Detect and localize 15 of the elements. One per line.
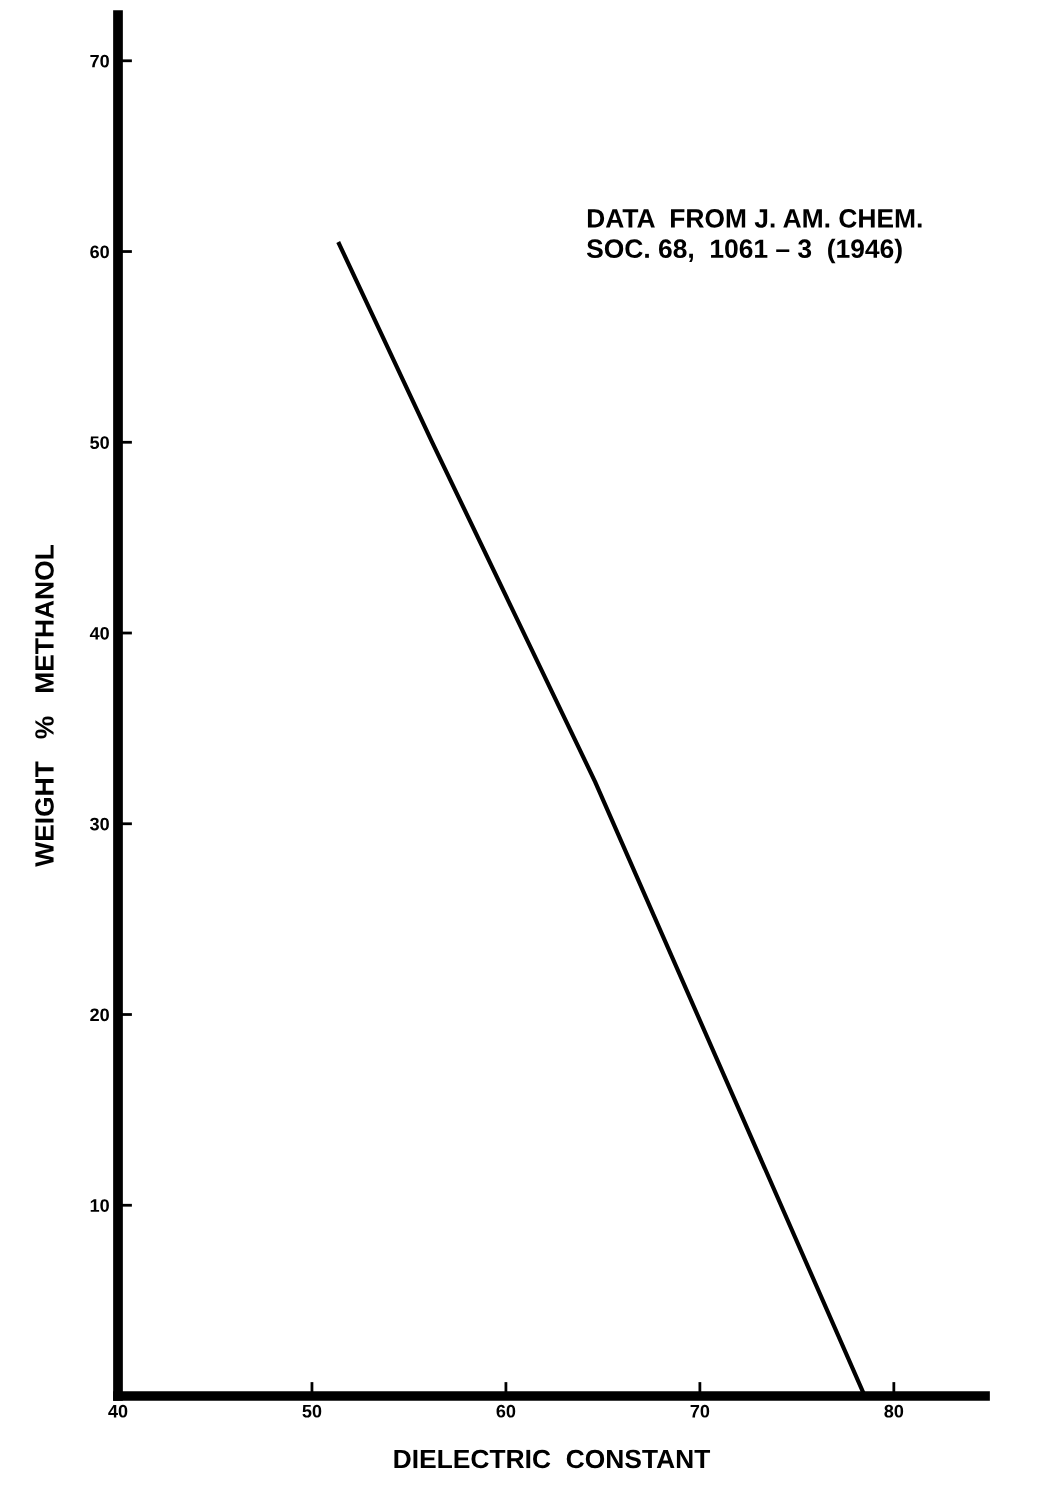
- y-tick-label: 30: [90, 817, 109, 831]
- y-tick-label: 60: [90, 245, 109, 259]
- y-tick-label: 20: [90, 1008, 109, 1022]
- x-tick-label: 50: [302, 1404, 322, 1418]
- x-tick-label: 60: [496, 1404, 516, 1418]
- y-tick-label: 40: [89, 626, 109, 640]
- x-tick-label: 40: [108, 1404, 128, 1418]
- x-tick-label: 70: [690, 1404, 710, 1418]
- y-tick-label: 10: [90, 1199, 109, 1212]
- y-tick-label: 70: [90, 54, 109, 68]
- y-axis-title: WEIGHT % METHANOL: [35, 545, 54, 867]
- x-axis-title: DIELECTRIC CONSTANT: [394, 1449, 711, 1469]
- annotation: DATA FROM J. AM. CHEM. SOC. 68, 1061 – 3 (1946): [586, 209, 922, 264]
- y-tick-label: 50: [90, 436, 109, 449]
- x-tick-label: 80: [884, 1404, 904, 1418]
